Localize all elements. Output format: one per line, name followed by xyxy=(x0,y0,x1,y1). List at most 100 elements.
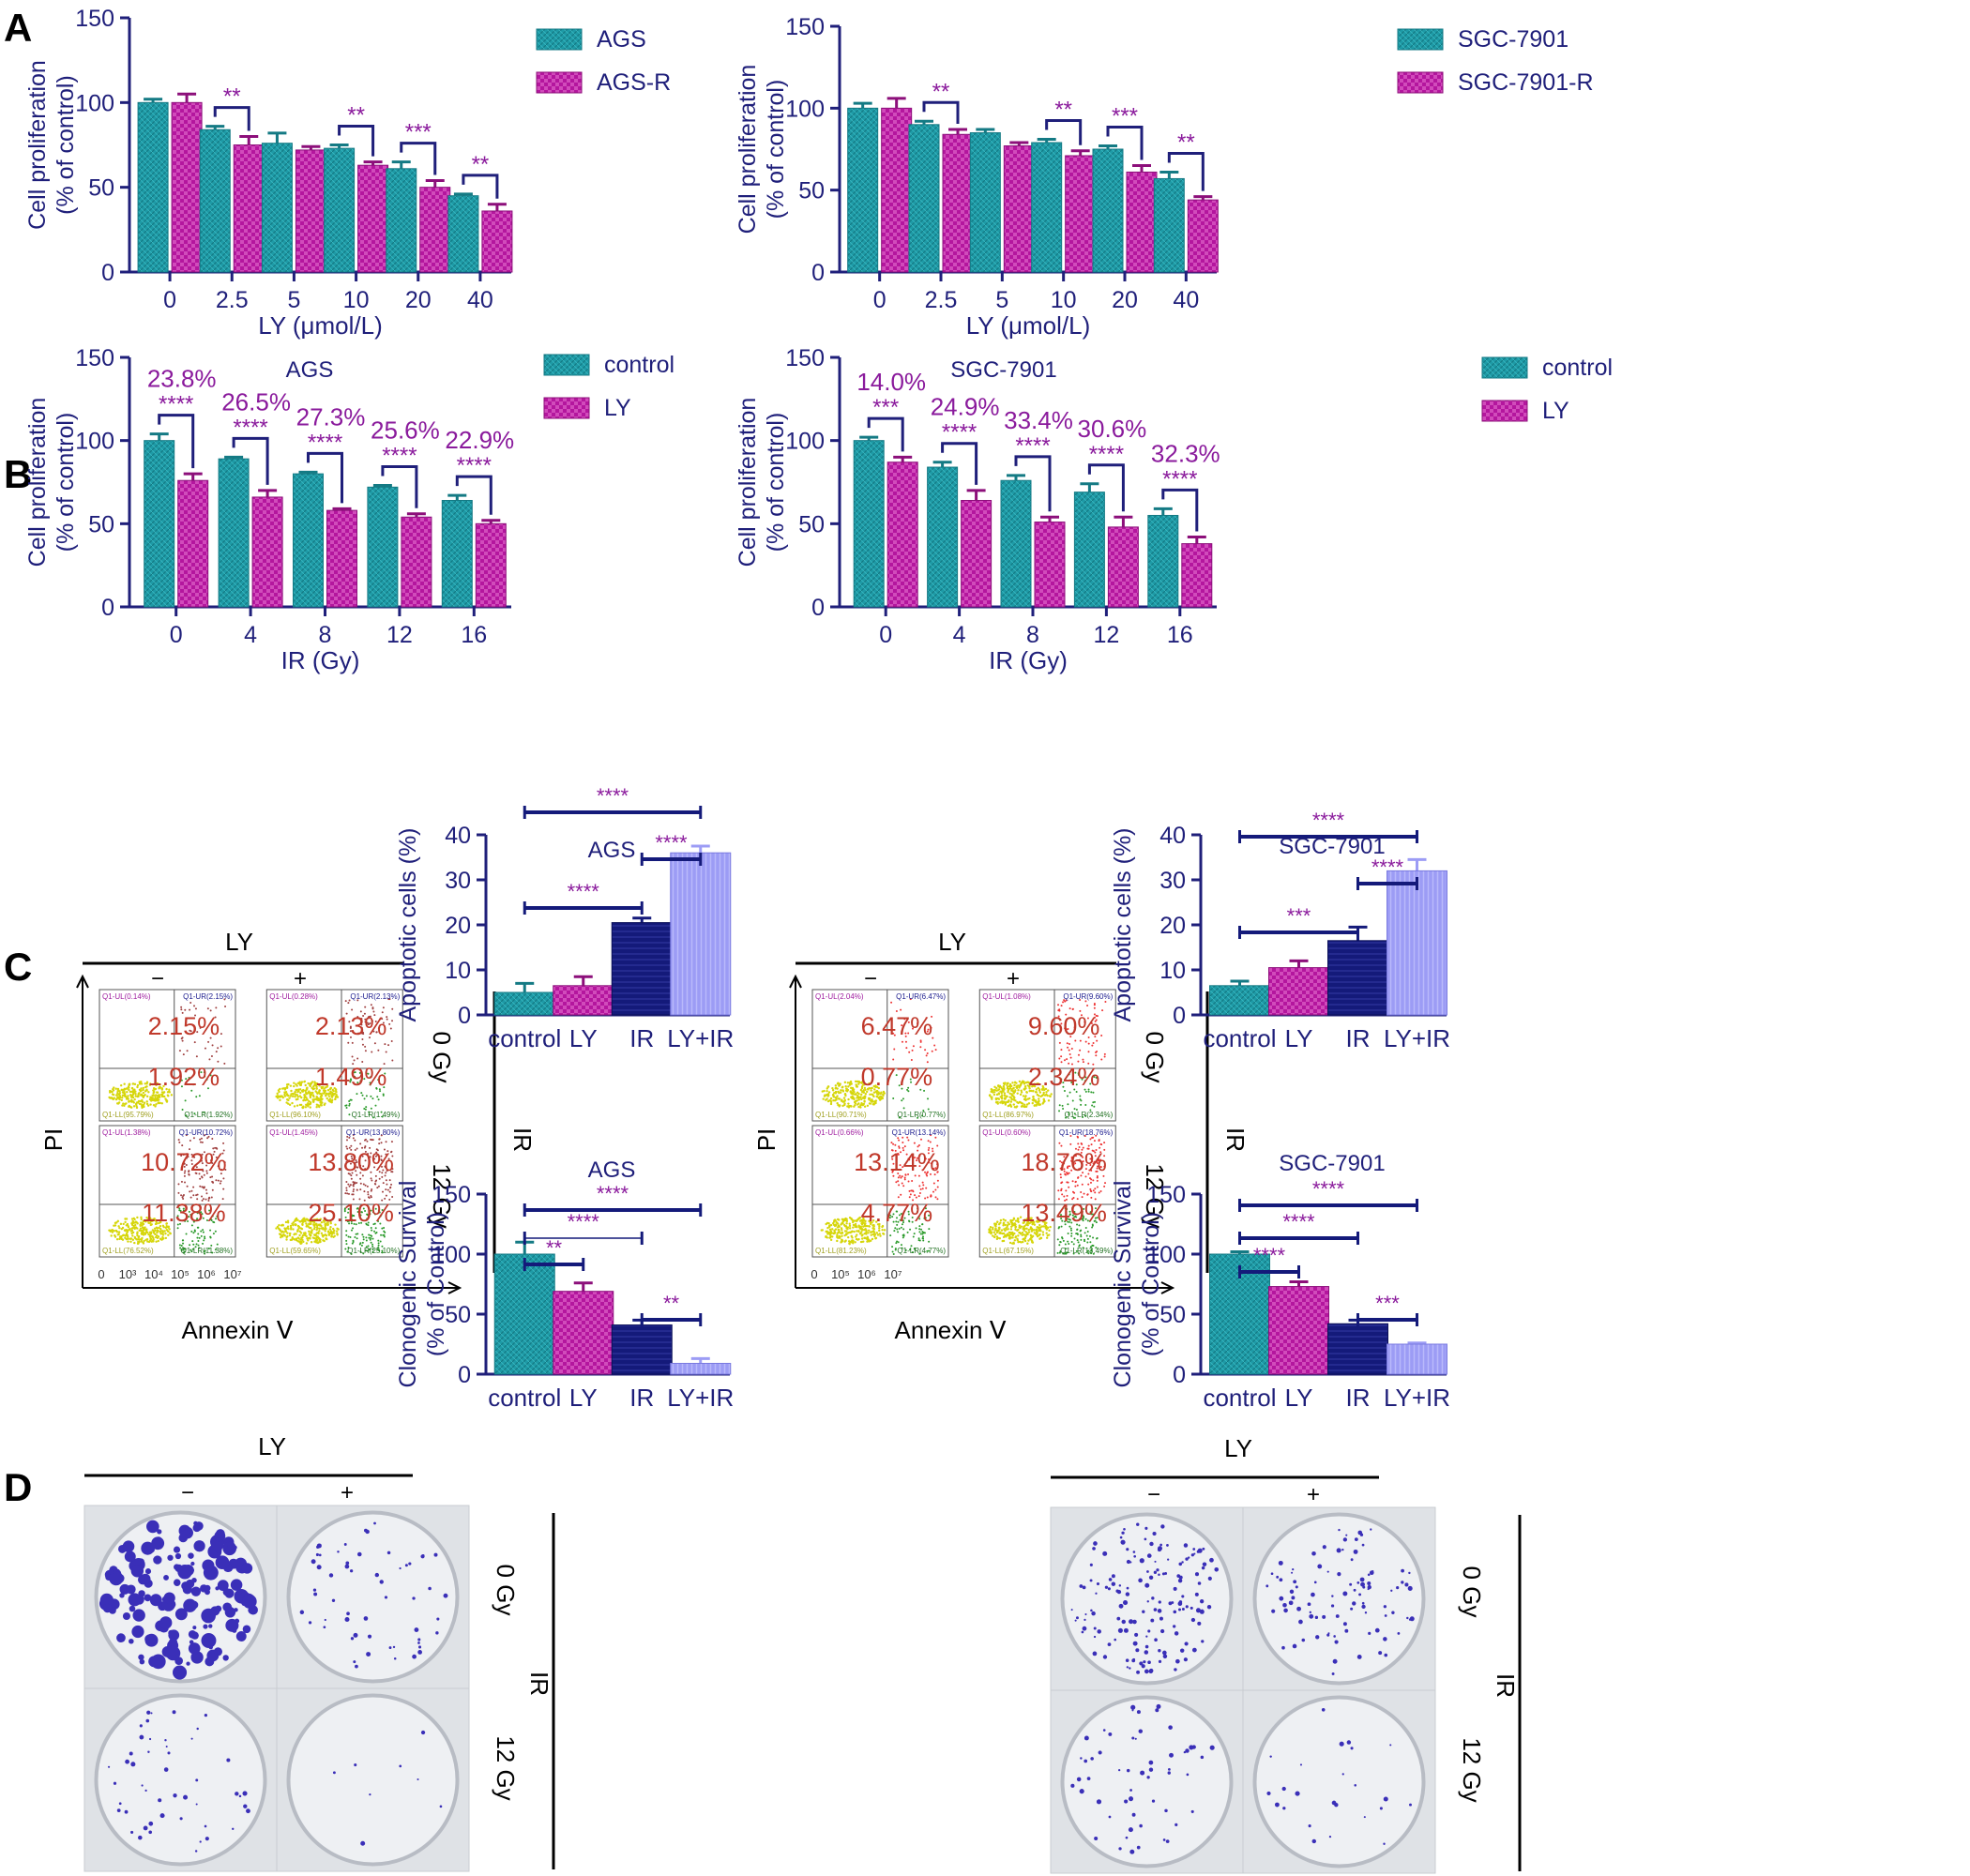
dot-ll xyxy=(291,1101,294,1105)
dot-ur xyxy=(1074,1185,1077,1188)
dot-ll xyxy=(316,1092,319,1096)
y-tick-label: 50 xyxy=(798,511,825,537)
dot-lr xyxy=(912,1235,915,1238)
colony xyxy=(1145,1635,1148,1638)
dot-ll xyxy=(1004,1097,1007,1100)
dot-ll xyxy=(821,1090,824,1093)
dot-ll xyxy=(1010,1236,1013,1239)
dot-lr xyxy=(208,1209,211,1212)
dot-ur xyxy=(1087,1183,1090,1186)
dot-ll xyxy=(120,1236,123,1240)
dot-lr xyxy=(213,1221,216,1224)
dot-ll xyxy=(843,1103,846,1107)
dot-ll xyxy=(878,1233,881,1235)
dot-lr xyxy=(354,1236,356,1239)
dot-ll xyxy=(287,1082,290,1086)
colony xyxy=(130,1830,134,1834)
dot-ur xyxy=(390,1040,393,1043)
dot-ur xyxy=(897,1176,900,1179)
bar xyxy=(1126,171,1158,273)
dot-ur xyxy=(388,998,391,1001)
dot-ll xyxy=(993,1235,996,1238)
dot-ll xyxy=(118,1226,121,1230)
dot-lr xyxy=(356,1233,359,1235)
dot-ll xyxy=(1015,1105,1019,1108)
dot-ll xyxy=(326,1230,330,1233)
dot-ll xyxy=(1045,1091,1048,1094)
dot-ll xyxy=(846,1235,850,1239)
colony xyxy=(1191,1647,1197,1653)
q-lr-label: Q1-LR(1.92%) xyxy=(184,1111,233,1119)
dot-lr xyxy=(362,1235,365,1238)
dot-ur xyxy=(349,1030,352,1033)
significance-bracket xyxy=(455,475,492,515)
dot-ll xyxy=(324,1228,326,1231)
dot-lr xyxy=(370,1209,372,1212)
dot-ur xyxy=(351,1008,354,1011)
dot-ll xyxy=(142,1086,145,1090)
colony xyxy=(148,1737,152,1741)
dot-ll xyxy=(1017,1228,1020,1232)
colony xyxy=(404,1564,408,1567)
dot-lr xyxy=(1086,1237,1089,1240)
colony xyxy=(1383,1842,1386,1845)
dot-ll xyxy=(827,1221,830,1225)
dot-ll xyxy=(309,1082,312,1085)
dot-ll xyxy=(291,1222,294,1225)
x-tick-label: 10 xyxy=(1051,287,1077,313)
dot-ll xyxy=(309,1096,312,1099)
dot-ll xyxy=(868,1082,871,1085)
dot-ur xyxy=(1103,1142,1106,1144)
dot-ll xyxy=(1004,1229,1007,1233)
dot-ll xyxy=(315,1222,318,1225)
dot-ur xyxy=(347,1002,350,1005)
colony xyxy=(194,1521,204,1531)
colony xyxy=(234,1608,238,1612)
colony xyxy=(1406,1616,1409,1620)
dot-ll xyxy=(145,1095,149,1098)
colony xyxy=(350,1637,355,1641)
colony xyxy=(1136,1522,1140,1526)
colony xyxy=(1132,1619,1137,1625)
colony xyxy=(1341,1548,1344,1551)
dot-ur xyxy=(354,1148,356,1151)
colony xyxy=(186,1661,190,1666)
dot-ll xyxy=(317,1224,321,1227)
dot-ll xyxy=(138,1092,141,1095)
flow-plot: Q1-UL(1.08%) Q1-UR(9.60%)Q1-LL(86.97%) Q1-… xyxy=(978,989,1116,1122)
bar xyxy=(969,132,1001,273)
dot-ll xyxy=(298,1083,302,1087)
significance-label: **** xyxy=(1089,442,1124,467)
dot-lr xyxy=(1070,1241,1073,1244)
dot-ll xyxy=(1017,1089,1020,1092)
dot-ur xyxy=(1059,1176,1062,1179)
dot-ll xyxy=(844,1239,847,1242)
significance-label: ** xyxy=(663,1292,680,1315)
dot-ll xyxy=(1042,1097,1045,1101)
colony xyxy=(408,1562,412,1566)
bar xyxy=(441,500,473,608)
colony xyxy=(1146,1570,1149,1573)
dot-ur xyxy=(180,1008,183,1011)
dot-ll xyxy=(156,1094,159,1097)
dot-ll xyxy=(155,1091,159,1094)
dot-lr xyxy=(196,1212,199,1215)
ly-label: LY xyxy=(258,1432,286,1460)
colony xyxy=(1313,1581,1317,1584)
colony xyxy=(1144,1582,1150,1588)
dot-ll xyxy=(155,1083,158,1087)
dot-ll xyxy=(315,1226,319,1229)
dot-ur xyxy=(936,1144,939,1147)
dot-ur xyxy=(1058,1041,1061,1044)
colony xyxy=(393,1657,397,1660)
dot-ll xyxy=(1002,1090,1005,1093)
dot-ur xyxy=(388,1022,391,1025)
dot-ll xyxy=(1026,1097,1030,1100)
dot-ur xyxy=(908,1189,911,1192)
dot-lr xyxy=(356,1093,358,1096)
colony xyxy=(1141,1664,1145,1669)
dot-ll xyxy=(1046,1233,1049,1237)
dot-ur xyxy=(382,1006,385,1009)
dot-ll xyxy=(1007,1090,1009,1094)
